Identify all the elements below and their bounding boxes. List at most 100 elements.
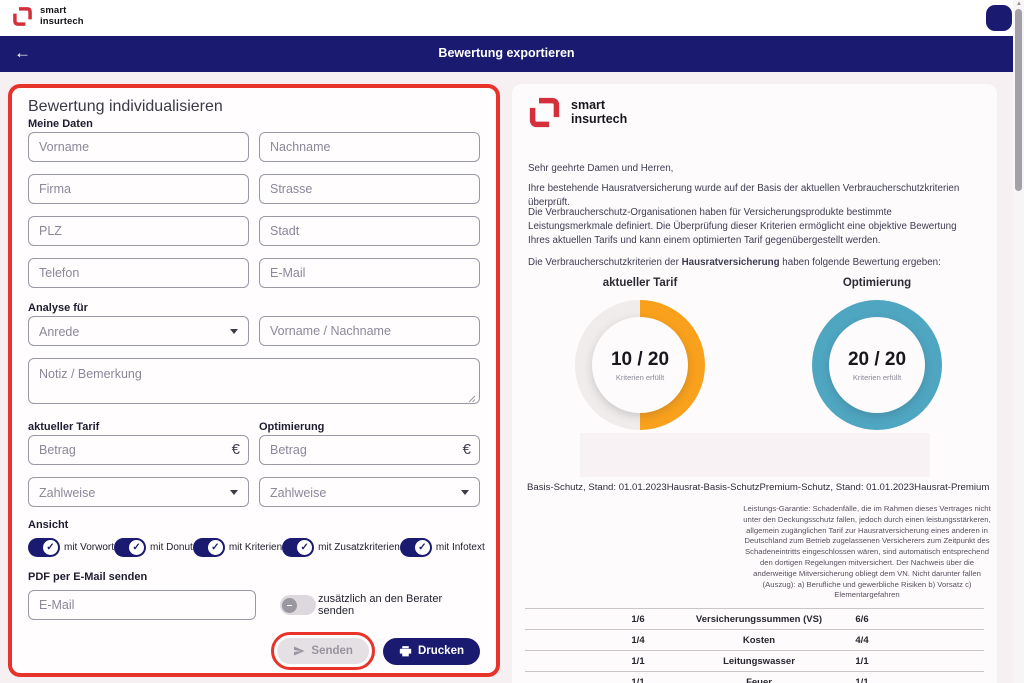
my-data-grid bbox=[28, 132, 480, 288]
toggle-with-foreword[interactable]: mit Vorwort bbox=[28, 537, 115, 557]
toggle-switch[interactable] bbox=[399, 537, 432, 557]
greeting-text: Sehr geehrte Damen und Herren, bbox=[528, 163, 674, 174]
print-button[interactable]: Drucken bbox=[382, 637, 480, 665]
euro-icon: € bbox=[462, 441, 471, 458]
send-button-label: Senden bbox=[311, 645, 353, 657]
back-arrow-icon[interactable]: ← bbox=[14, 43, 31, 62]
advisor-toggle-label: zusätzlich an den Berater senden bbox=[318, 593, 443, 617]
chevron-down-icon bbox=[230, 329, 238, 334]
paper-plane-icon bbox=[294, 646, 305, 656]
salutation-select-value: Anrede bbox=[39, 325, 80, 339]
toggle-label: mit Zusatzkriterien bbox=[318, 541, 400, 553]
scrollbar-track[interactable]: ▲ bbox=[1013, 0, 1024, 683]
printer-icon bbox=[399, 645, 412, 656]
check-icon bbox=[43, 539, 58, 555]
logo-line1: smart bbox=[40, 5, 67, 16]
print-button-label: Drucken bbox=[417, 645, 464, 657]
note-textarea[interactable] bbox=[28, 358, 480, 404]
watermark-band bbox=[580, 433, 930, 477]
criterion-label-cell: Kosten bbox=[742, 635, 776, 646]
check-icon bbox=[129, 539, 145, 555]
chevron-down-icon bbox=[461, 490, 469, 495]
customize-evaluation-panel: Bewertung individualisieren Meine Daten … bbox=[8, 84, 500, 677]
resize-grip-icon[interactable] bbox=[468, 395, 476, 403]
current-score-cell: 1/1 bbox=[631, 656, 645, 667]
payment-select-value: Zahlweise bbox=[39, 486, 96, 500]
donut-center: 10 / 20 Kriterien erfüllt bbox=[592, 317, 688, 413]
toggle-label: mit Donut bbox=[150, 541, 193, 553]
toggle-switch[interactable] bbox=[114, 537, 147, 557]
current-amount-input[interactable] bbox=[28, 435, 249, 465]
company-input[interactable] bbox=[28, 174, 249, 204]
toggle-switch[interactable] bbox=[28, 537, 60, 557]
app-logo-text: smart insurtech bbox=[40, 5, 84, 27]
analysis-name-input[interactable] bbox=[259, 316, 480, 346]
optimized-amount-input[interactable] bbox=[259, 435, 480, 465]
donut-score: 10 / 20 bbox=[610, 348, 670, 370]
payment-select-value: Zahlweise bbox=[270, 486, 327, 500]
city-input[interactable] bbox=[259, 216, 480, 246]
toggle-switch[interactable] bbox=[280, 595, 316, 615]
table-row: 1/1 Feuer 1/1 bbox=[525, 672, 984, 683]
email-input[interactable] bbox=[259, 258, 480, 288]
send-button[interactable]: Senden bbox=[277, 638, 369, 664]
optimized-score-cell: 1/1 bbox=[855, 656, 869, 667]
optimization-donut-chart: 20 / 20 Kriterien erfüllt bbox=[812, 300, 942, 430]
donut-center: 20 / 20 Kriterien erfüllt bbox=[829, 317, 925, 413]
optimized-score-cell: 6/6 bbox=[855, 614, 869, 625]
toggle-switch[interactable] bbox=[192, 537, 225, 557]
current-tariff-chart-title: aktueller Tarif bbox=[602, 277, 678, 289]
result-paragraph: Die Verbraucherschutzkriterien der Hausr… bbox=[528, 256, 979, 270]
logo-line2: insurtech bbox=[40, 15, 84, 27]
caption-hausrat-basis: Hausrat-Basis-Schutz bbox=[666, 482, 760, 493]
phone-input[interactable] bbox=[28, 258, 249, 288]
toggle-with-donut[interactable]: mit Donut bbox=[114, 537, 193, 557]
table-row: 1/6 Versicherungssummen (VS) 6/6 bbox=[525, 609, 984, 630]
toggle-label: mit Kriterien bbox=[228, 541, 283, 553]
toggle-with-infotext[interactable]: mit Infotext bbox=[399, 537, 485, 557]
chevron-down-icon bbox=[230, 490, 238, 495]
send-button-highlight: Senden bbox=[271, 632, 375, 670]
user-avatar[interactable] bbox=[986, 5, 1012, 31]
toggle-label: mit Vorwort bbox=[64, 541, 115, 553]
logo-line2: insurtech bbox=[571, 111, 628, 126]
current-tariff-label: aktueller Tarif bbox=[28, 421, 100, 433]
toggle-switch[interactable] bbox=[282, 537, 315, 557]
document-logo: smart insurtech bbox=[528, 96, 627, 129]
table-row: 1/1 Leitungswasser 1/1 bbox=[525, 651, 984, 672]
view-toggles-row: mit Vorwort mit Donut mit Kriterien mit … bbox=[28, 537, 485, 557]
first-name-input[interactable] bbox=[28, 132, 249, 162]
last-name-input[interactable] bbox=[259, 132, 480, 162]
street-input[interactable] bbox=[259, 174, 480, 204]
toggle-with-criteria[interactable]: mit Kriterien bbox=[192, 537, 283, 557]
donut-sublabel: Kriterien erfüllt bbox=[852, 372, 902, 382]
scrollbar-up-icon[interactable]: ▲ bbox=[1016, 1, 1022, 7]
result-paragraph-product: Hausratversicherung bbox=[681, 257, 780, 268]
caption-basis-schutz: Basis-Schutz, Stand: 01.01.2023 bbox=[527, 482, 667, 493]
current-payment-select[interactable]: Zahlweise bbox=[28, 477, 249, 507]
advisor-copy-toggle[interactable]: zusätzlich an den Berater senden bbox=[280, 593, 480, 617]
intro-paragraph: Ihre bestehende Hausratversicherung wurd… bbox=[528, 183, 960, 208]
scrollbar-thumb[interactable] bbox=[1015, 9, 1022, 191]
smart-insurtech-logo-icon bbox=[13, 7, 32, 26]
result-paragraph-suffix: haben folgende Bewertung ergeben: bbox=[779, 257, 941, 268]
toggle-with-additional-criteria[interactable]: mit Zusatzkriterien bbox=[282, 537, 400, 557]
optimization-chart-title: Optimierung bbox=[842, 277, 912, 289]
minus-icon bbox=[282, 597, 297, 613]
optimized-score-cell: 1/1 bbox=[855, 677, 869, 683]
salutation-select[interactable]: Anrede bbox=[28, 316, 249, 346]
check-icon bbox=[414, 539, 430, 555]
pdf-email-input[interactable] bbox=[28, 590, 256, 620]
my-data-label: Meine Daten bbox=[28, 118, 93, 130]
optimized-score-cell: 4/4 bbox=[855, 635, 869, 646]
analysis-for-label: Analyse für bbox=[28, 302, 88, 314]
zip-input[interactable] bbox=[28, 216, 249, 246]
pdf-email-label: PDF per E-Mail senden bbox=[28, 571, 148, 583]
criterion-label-cell: Leitungswasser bbox=[723, 656, 795, 667]
criteria-paragraph: Die Verbraucherschutz-Organisationen hab… bbox=[528, 207, 957, 246]
optimized-payment-select[interactable]: Zahlweise bbox=[259, 477, 480, 507]
smart-insurtech-logo-icon bbox=[529, 97, 560, 128]
view-label: Ansicht bbox=[28, 519, 69, 531]
current-score-cell: 1/1 bbox=[631, 677, 645, 683]
